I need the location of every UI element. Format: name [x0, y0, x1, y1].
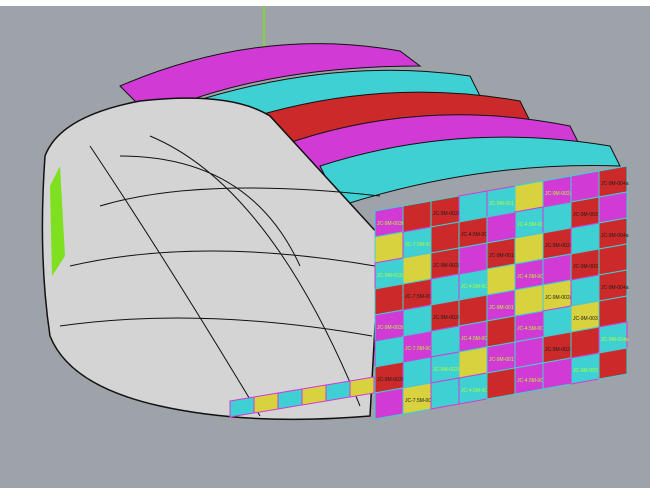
panel-label: JC-9M-004a [601, 337, 629, 343]
panel-label: JC-9M-003 [573, 368, 598, 374]
panel-label: JC-9M-004a [601, 233, 629, 239]
panel-label: JC-9M-003 [573, 316, 598, 322]
panel-label: JC-4.5M-002b [461, 388, 493, 394]
panel-label: JC-7.5M-003b [405, 398, 437, 404]
panel-label: JC-9M-003b [377, 221, 405, 227]
panel[interactable] [374, 387, 404, 420]
panel-label: JC-9M-002b [433, 367, 461, 373]
panel-label: JC-9M-004a [601, 181, 629, 187]
panel-label: JC-7.5M-003b [405, 294, 437, 300]
3d-viewport[interactable]: JC-9M-003b JC-9M-002b JC-9M-001 JC-9M-002a J… [0, 6, 650, 488]
panel-label: JC-9M-003b [377, 325, 405, 331]
panel-label: JC-9M-001 [489, 201, 514, 207]
panel[interactable] [229, 396, 255, 418]
panel-label: JC-9M-003 [573, 212, 598, 218]
panel-label: JC-7.5M-003b [405, 242, 437, 248]
panel-label: JC-4.5M-001 [517, 274, 546, 280]
shell-isocurves [59, 135, 381, 417]
panel-label: JC-4.5M-002b [461, 336, 493, 342]
panel[interactable] [486, 367, 516, 400]
panel-label: JC-9M-003b [377, 377, 405, 383]
panel-grid: JC-9M-003b JC-9M-002b JC-9M-001 JC-9M-002a J… [229, 165, 629, 420]
panel-label: JC-9M-001 [489, 305, 514, 311]
panel-label: JC-9M-003b [377, 273, 405, 279]
panel[interactable] [349, 376, 375, 398]
panel[interactable] [430, 377, 460, 410]
panel-label: JC-4.5M-001 [517, 326, 546, 332]
panel-label: JC-9M-001 [489, 357, 514, 363]
panel[interactable] [542, 357, 572, 390]
panel-label: JC-9M-002b [433, 263, 461, 269]
green-edge-strip [50, 166, 65, 276]
panel-label: JC-9M-002b [433, 315, 461, 321]
gray-shell-surface [41, 97, 381, 421]
panel-label: JC-9M-001 [489, 253, 514, 259]
panel[interactable] [325, 380, 351, 402]
panel[interactable] [301, 384, 327, 406]
panelized-surface-model[interactable]: JC-9M-003b JC-9M-002b JC-9M-001 JC-9M-002a J… [0, 6, 650, 488]
panel[interactable] [253, 392, 279, 414]
panel-label: JC-9M-002a [545, 347, 573, 353]
panel-label: JC-9M-003 [573, 264, 598, 270]
panel-label: JC-4.5M-002b [461, 232, 493, 238]
panel-label: JC-9M-004a [601, 285, 629, 291]
panel-label: JC-9M-002a [545, 191, 573, 197]
panel-label: JC-9M-002a [545, 243, 573, 249]
panel-label: JC-4.5M-001 [517, 222, 546, 228]
panel-label: JC-9M-002a [545, 295, 573, 301]
panel-label: JC-9M-002b [433, 211, 461, 217]
panel-label: JC-7.5M-003b [405, 346, 437, 352]
panel[interactable] [598, 347, 628, 380]
panel-label: JC-4.5M-002b [461, 284, 493, 290]
panel-label: JC-4.5M-001 [517, 378, 546, 384]
panel[interactable] [277, 388, 303, 410]
